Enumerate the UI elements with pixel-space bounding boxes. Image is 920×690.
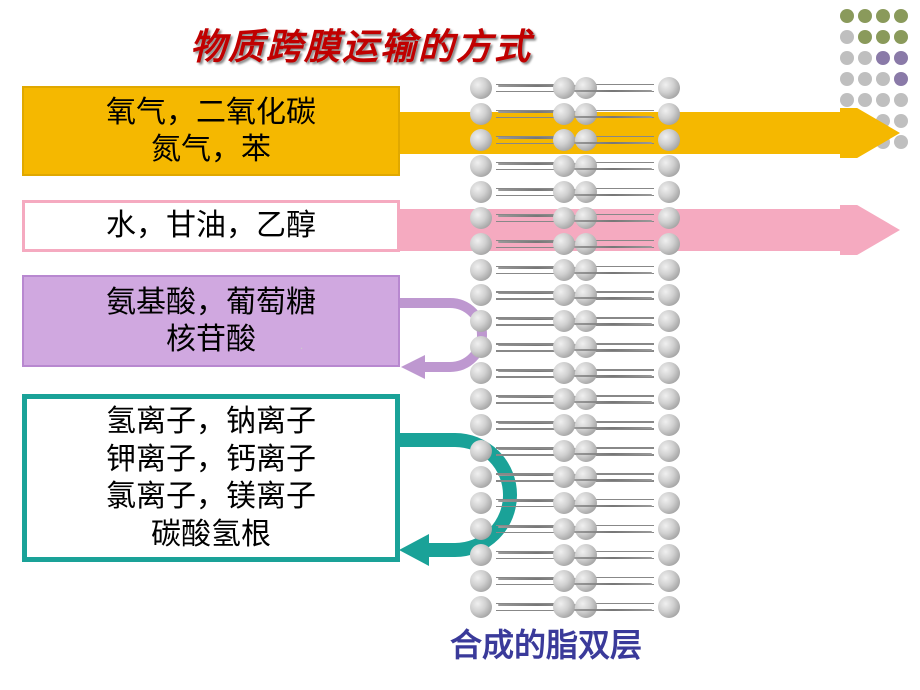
group-box-small-polar: 水，甘油，乙醇 <box>22 200 400 252</box>
group-box-large-polar: 氨基酸，葡萄糖 核苷酸 <box>22 275 400 367</box>
group4-line1: 氢离子，钠离子 <box>106 403 316 441</box>
group-box-ions: 氢离子，钠离子 钾离子，钙离子 氯离子，镁离子 碳酸氢根 <box>22 394 400 562</box>
membrane-caption: 合成的脂双层 <box>450 620 642 666</box>
watermark-dot: . <box>300 340 303 352</box>
group3-line1: 氨基酸，葡萄糖 <box>106 284 316 322</box>
group1-line1: 氧气，二氧化碳 <box>106 94 316 132</box>
group3-line2: 核苷酸 <box>166 321 256 359</box>
group2-line1: 水，甘油，乙醇 <box>106 207 316 245</box>
group4-line2: 钾离子，钙离子 <box>106 441 316 479</box>
group4-line3: 氯离子，镁离子 <box>106 478 316 516</box>
slide-title: 物质跨膜运输的方式 <box>190 18 532 70</box>
lipid-bilayer <box>470 75 680 620</box>
group1-line2: 氮气，苯 <box>151 131 271 169</box>
group-box-gases: 氧气，二氧化碳 氮气，苯 <box>22 86 400 176</box>
group4-line4: 碳酸氢根 <box>151 516 271 554</box>
